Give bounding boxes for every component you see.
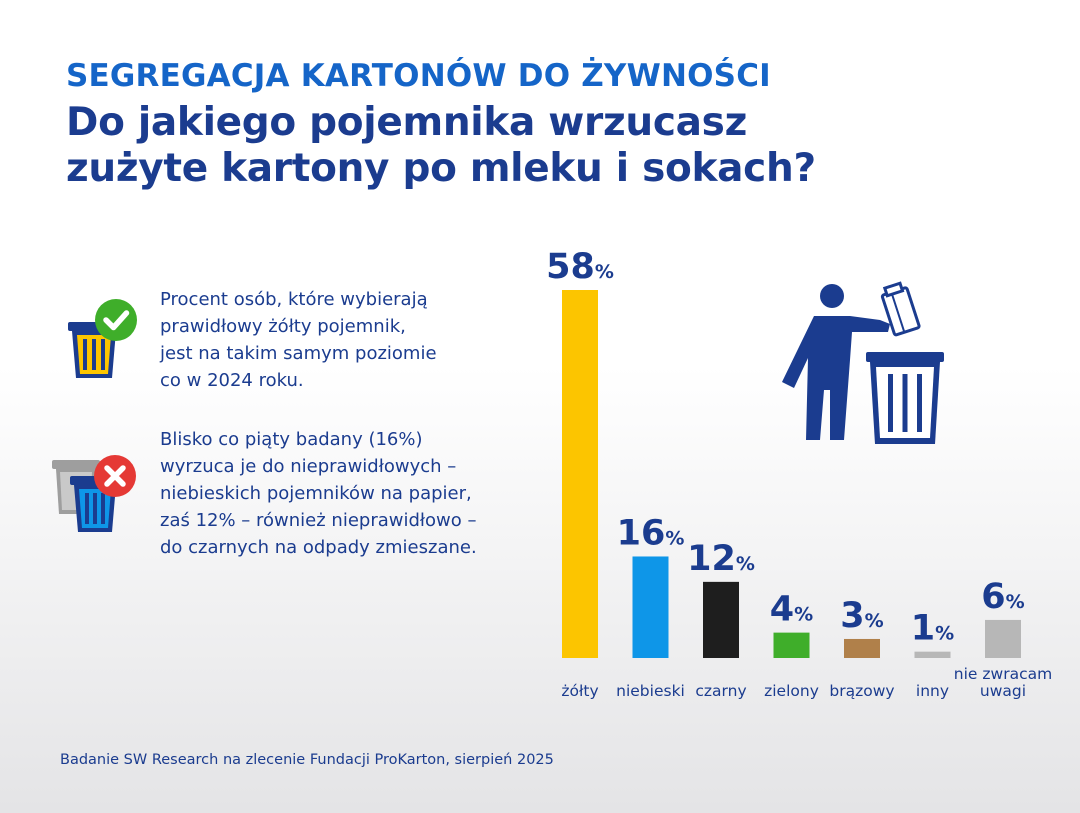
data-label-3: 4% — [770, 590, 813, 630]
note-correct-text: Procent osób, które wybierają prawidłowy… — [160, 289, 437, 391]
data-label-4: 3% — [840, 596, 883, 636]
bar-0 — [562, 290, 598, 658]
data-label-5: 1% — [911, 609, 954, 649]
bar-6 — [985, 619, 1021, 658]
question-line-2: zużyte kartony po mleku i sokach? — [66, 146, 816, 191]
category-label-4: brązowy — [829, 682, 894, 700]
note-wrong-bins: Blisko co piąty badany (16%) wyrzuca je … — [160, 426, 540, 561]
data-label-6: 6% — [981, 577, 1024, 617]
category-label-1: niebieski — [616, 682, 685, 700]
source-note: Badanie SW Research na zlecenie Fundacji… — [60, 752, 554, 768]
category-label-3: zielony — [764, 682, 819, 700]
category-label-6: nie zwracam uwagi — [954, 665, 1052, 700]
bar-4 — [844, 638, 880, 658]
data-label-1: 16% — [617, 513, 685, 553]
question-line-1: Do jakiego pojemnika wrzucasz — [66, 100, 747, 145]
bar-5 — [914, 651, 951, 658]
blue-bin-cross-icon — [52, 455, 136, 532]
category-label-5: inny — [916, 682, 949, 700]
bar-chart: 58% żółty 16% niebieski 12% czarny 4% zielony 3%… — [546, 247, 1052, 700]
bar-2 — [703, 581, 739, 658]
bar-3 — [773, 632, 810, 658]
note-correct-bin: Procent osób, które wybierają prawidłowy… — [160, 286, 540, 394]
note-wrong-text: Blisko co piąty badany (16%) wyrzuca je … — [160, 429, 477, 558]
kicker-title: SEGREGACJA KARTONÓW DO ŻYWNOŚCI — [66, 58, 771, 94]
data-label-2: 12% — [687, 539, 755, 579]
bar-1 — [632, 556, 669, 658]
question-title: Do jakiego pojemnika wrzucasz zużyte kar… — [66, 100, 966, 192]
category-label-0: żółty — [561, 682, 598, 700]
data-label-0: 58% — [546, 247, 614, 287]
yellow-bin-check-icon — [68, 299, 137, 378]
category-label-2: czarny — [695, 682, 746, 700]
person-throwing-carton-into-bin-icon — [782, 281, 944, 444]
